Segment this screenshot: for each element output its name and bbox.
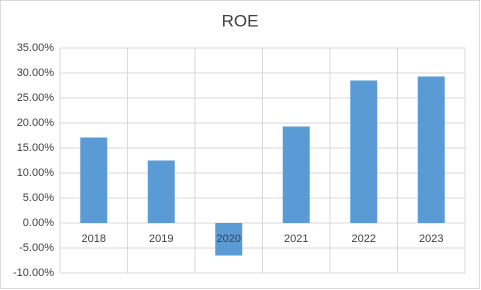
y-tick-label: 5.00%	[23, 192, 54, 204]
chart-title: ROE	[222, 11, 259, 30]
y-tick-label: 10.00%	[17, 167, 55, 179]
x-tick-label: 2021	[284, 233, 308, 245]
y-tick-label: -10.00%	[13, 267, 54, 279]
y-tick-label: 35.00%	[17, 42, 55, 54]
bar	[417, 76, 445, 223]
y-tick-label: -5.00%	[19, 242, 54, 254]
bar	[350, 80, 378, 223]
x-tick-label: 2018	[82, 233, 106, 245]
bar	[282, 126, 310, 223]
x-tick-label: 2022	[352, 233, 376, 245]
bar	[80, 137, 108, 223]
x-tick-label: 2020	[217, 233, 241, 245]
x-tick-label: 2023	[419, 233, 443, 245]
y-tick-label: 0.00%	[23, 217, 54, 229]
bar	[215, 223, 243, 256]
y-tick-label: 20.00%	[17, 117, 55, 129]
y-tick-label: 25.00%	[17, 92, 55, 104]
y-tick-label: 30.00%	[17, 67, 55, 79]
x-tick-label: 2019	[149, 233, 173, 245]
bar	[147, 160, 175, 223]
y-tick-label: 15.00%	[17, 142, 55, 154]
